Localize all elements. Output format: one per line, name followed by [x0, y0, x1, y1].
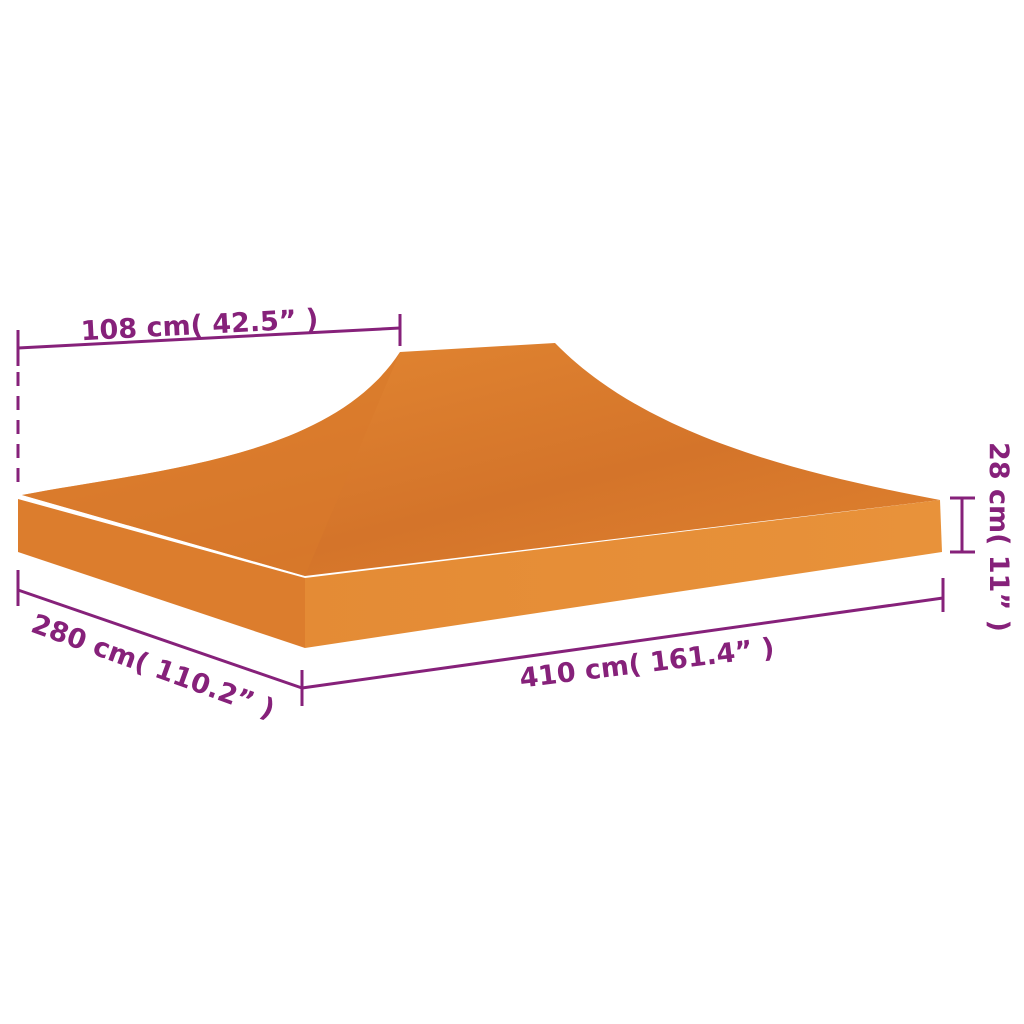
canopy	[18, 343, 942, 648]
canopy-front-side	[305, 500, 942, 648]
canopy-ridge	[22, 352, 400, 576]
top-width-label: 108 cm( 42.5” )	[80, 304, 319, 347]
edge-height-label: 28 cm( 11” )	[983, 442, 1014, 632]
dimension-lines	[16, 314, 975, 706]
canopy-left-side	[18, 499, 305, 648]
length-label: 410 cm( 161.4” )	[518, 633, 776, 695]
